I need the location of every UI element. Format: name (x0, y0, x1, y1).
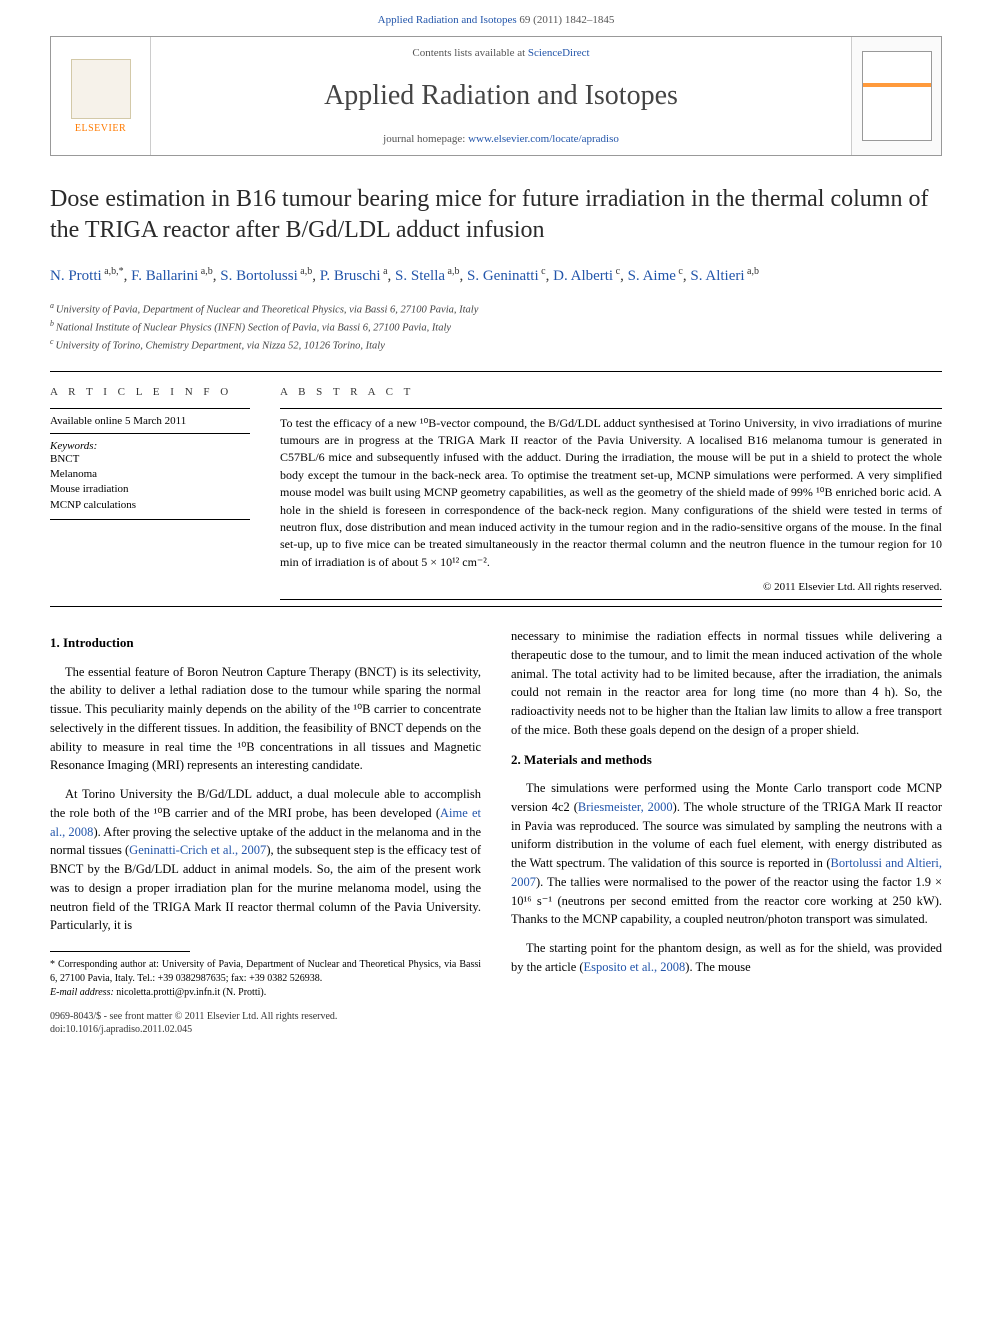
author-affiliation-marker: c (676, 266, 683, 277)
citation-geninatti-2007[interactable]: Geninatti-Crich et al., 2007 (129, 843, 266, 857)
author: S. Altieri a,b (690, 268, 759, 284)
footer-meta: 0969-8043/$ - see front matter © 2011 El… (50, 1010, 942, 1036)
author-affiliation-marker: c (539, 266, 546, 277)
section-1-para-1: The essential feature of Boron Neutron C… (50, 663, 481, 776)
issn-line: 0969-8043/$ - see front matter © 2011 El… (50, 1010, 942, 1023)
keyword-item: Melanoma (50, 467, 250, 482)
journal-homepage-line: journal homepage: www.elsevier.com/locat… (383, 133, 619, 145)
author: P. Bruschi a (320, 268, 388, 284)
mid-rule (50, 606, 942, 607)
journal-cover-box (851, 37, 941, 155)
affiliations: a University of Pavia, Department of Nuc… (50, 300, 942, 355)
author-name[interactable]: S. Stella (395, 268, 445, 284)
running-header-rest: 69 (2011) 1842–1845 (517, 14, 615, 26)
section-1-heading: 1. Introduction (50, 633, 481, 653)
journal-name: Applied Radiation and Isotopes (324, 80, 678, 112)
keyword-item: BNCT (50, 452, 250, 467)
author-name[interactable]: S. Aime (628, 268, 676, 284)
section-2-para-1: The simulations were performed using the… (511, 779, 942, 929)
section-2-heading: 2. Materials and methods (511, 750, 942, 770)
article-title: Dose estimation in B16 tumour bearing mi… (50, 184, 942, 246)
abstract-header: A B S T R A C T (280, 386, 942, 398)
author: S. Bortolussi a,b (220, 268, 312, 284)
citation-briesmeister-2000[interactable]: Briesmeister, 2000 (578, 800, 673, 814)
sciencedirect-link[interactable]: ScienceDirect (528, 47, 590, 59)
affiliation: c University of Torino, Chemistry Depart… (50, 336, 942, 354)
footnote-rule (50, 951, 190, 952)
abstract-divider (280, 408, 942, 409)
author-name[interactable]: F. Ballarini (131, 268, 198, 284)
author: S. Aime c (628, 268, 683, 284)
body-column-right: necessary to minimise the radiation effe… (511, 627, 942, 1000)
author-affiliation-marker: c (613, 266, 620, 277)
author: F. Ballarini a,b (131, 268, 213, 284)
section-1-para-3: necessary to minimise the radiation effe… (511, 627, 942, 740)
elsevier-tree-icon (71, 59, 131, 119)
author-affiliation-marker: a,b,* (102, 266, 124, 277)
author-name[interactable]: D. Alberti (553, 268, 613, 284)
author: D. Alberti c (553, 268, 620, 284)
journal-homepage-link[interactable]: www.elsevier.com/locate/apradiso (468, 133, 619, 145)
publisher-logo-box: ELSEVIER (51, 37, 151, 155)
available-online-date: Available online 5 March 2011 (50, 415, 250, 427)
article-info: A R T I C L E I N F O Available online 5… (50, 386, 250, 607)
info-abstract-row: A R T I C L E I N F O Available online 5… (50, 372, 942, 607)
running-header-journal[interactable]: Applied Radiation and Isotopes (378, 14, 517, 26)
author-name[interactable]: S. Geninatti (467, 268, 539, 284)
keyword-item: Mouse irradiation (50, 482, 250, 497)
author-affiliation-marker: a,b (198, 266, 212, 277)
abstract-block: A B S T R A C T To test the efficacy of … (280, 386, 942, 607)
publisher-label: ELSEVIER (75, 123, 126, 134)
abstract-text: To test the efficacy of a new ¹⁰B-vector… (280, 415, 942, 572)
author: S. Stella a,b (395, 268, 459, 284)
running-header: Applied Radiation and Isotopes 69 (2011)… (0, 0, 992, 36)
author-name[interactable]: S. Altieri (690, 268, 744, 284)
banner-center: Contents lists available at ScienceDirec… (151, 37, 851, 155)
journal-cover-thumbnail (862, 51, 932, 141)
author: N. Protti a,b,* (50, 268, 124, 284)
body-column-left: 1. Introduction The essential feature of… (50, 627, 481, 1000)
keywords-label: Keywords: (50, 440, 250, 452)
info-divider-2 (50, 433, 250, 434)
section-1-para-2: At Torino University the B/Gd/LDL adduct… (50, 785, 481, 935)
journal-banner: ELSEVIER Contents lists available at Sci… (50, 36, 942, 156)
doi-line: doi:10.1016/j.apradiso.2011.02.045 (50, 1023, 942, 1036)
contents-available-line: Contents lists available at ScienceDirec… (412, 47, 589, 59)
author-name[interactable]: S. Bortolussi (220, 268, 298, 284)
affiliation: a University of Pavia, Department of Nuc… (50, 300, 942, 318)
affiliation: b National Institute of Nuclear Physics … (50, 318, 942, 336)
citation-esposito-2008[interactable]: Esposito et al., 2008 (584, 960, 686, 974)
abstract-copyright: © 2011 Elsevier Ltd. All rights reserved… (280, 581, 942, 593)
email-footnote: E-mail address: nicoletta.protti@pv.infn… (50, 986, 481, 1000)
author-name[interactable]: P. Bruschi (320, 268, 381, 284)
article-info-header: A R T I C L E I N F O (50, 386, 250, 398)
author-name[interactable]: N. Protti (50, 268, 102, 284)
corresponding-author-footnote: * Corresponding author at: University of… (50, 958, 481, 986)
abstract-bottom-divider (280, 599, 942, 600)
body-columns: 1. Introduction The essential feature of… (50, 627, 942, 1000)
author-affiliation-marker: a,b (445, 266, 459, 277)
info-divider-3 (50, 519, 250, 520)
keyword-item: MCNP calculations (50, 498, 250, 513)
info-divider-1 (50, 408, 250, 409)
author-list: N. Protti a,b,*, F. Ballarini a,b, S. Bo… (50, 264, 942, 288)
author: S. Geninatti c (467, 268, 546, 284)
author-affiliation-marker: a,b (298, 266, 312, 277)
author-affiliation-marker: a (381, 266, 388, 277)
section-2-para-2: The starting point for the phantom desig… (511, 939, 942, 977)
author-affiliation-marker: a,b (745, 266, 759, 277)
